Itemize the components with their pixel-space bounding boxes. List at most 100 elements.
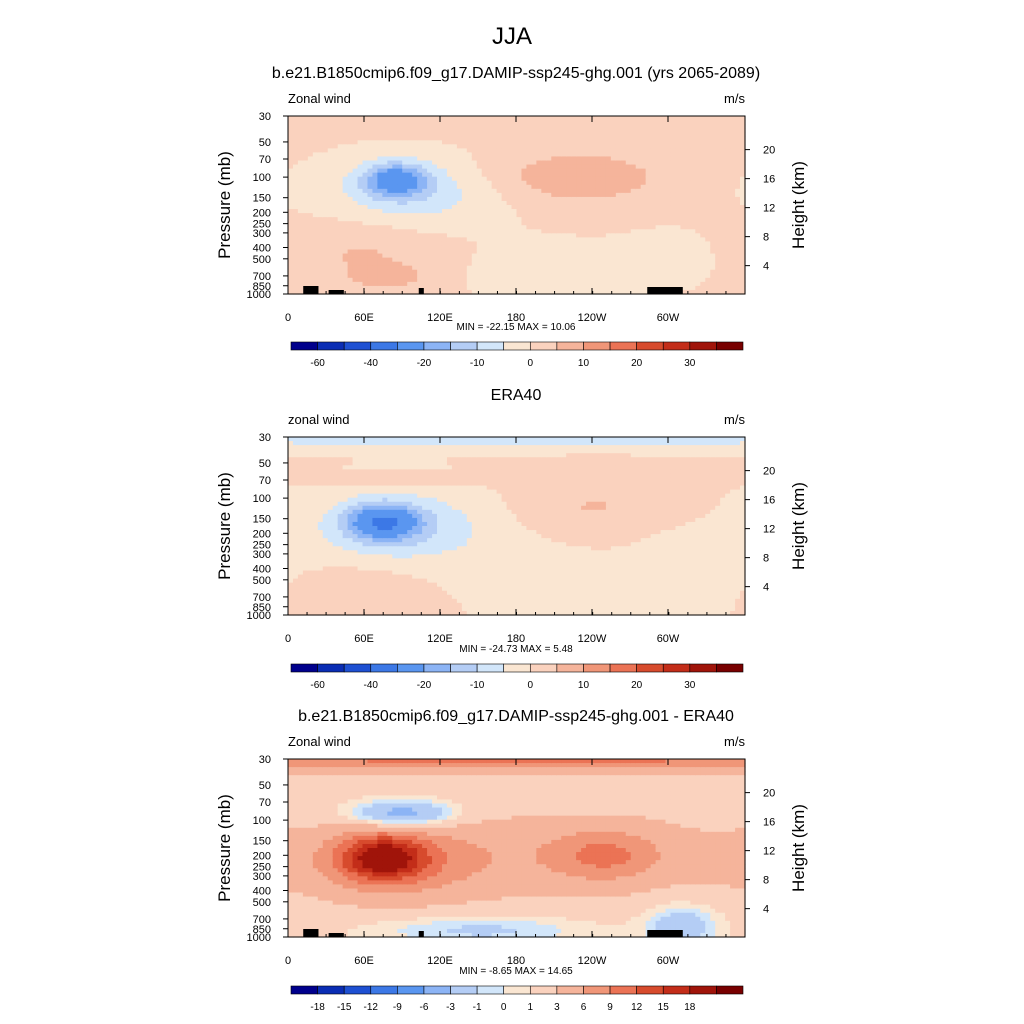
field-cell <box>372 156 379 162</box>
field-cell <box>297 469 304 475</box>
field-cell <box>377 566 383 572</box>
field-cell <box>422 229 428 234</box>
panel-title: b.e21.B1850cmip6.f09_g17.DAMIP-ssp245-gh… <box>272 65 760 82</box>
field-cell <box>332 281 339 287</box>
field-cell <box>595 213 602 218</box>
field-cell <box>451 136 458 141</box>
field-cell <box>392 217 398 222</box>
field-cell <box>387 116 393 121</box>
field-cell <box>660 136 667 141</box>
field-cell <box>347 229 354 234</box>
field-cell <box>660 172 667 178</box>
field-cell <box>288 574 294 580</box>
field-cell <box>680 229 686 234</box>
field-cell <box>625 148 632 154</box>
field-cell <box>660 148 667 154</box>
field-cell <box>670 265 677 271</box>
field-cell <box>735 285 741 291</box>
field-cell <box>715 285 721 291</box>
field-cell <box>576 176 582 182</box>
field-cell <box>695 164 701 170</box>
field-cell <box>675 188 682 194</box>
field-cell <box>680 249 686 255</box>
field-cell <box>695 225 701 230</box>
field-cell <box>342 237 349 243</box>
field-cell <box>571 116 577 121</box>
field-cell <box>322 289 329 295</box>
field-cell <box>446 184 453 190</box>
field-cell <box>372 602 379 608</box>
field-cell <box>392 209 398 214</box>
field-cell <box>591 225 597 230</box>
field-cell <box>387 217 393 222</box>
field-cell <box>327 513 334 519</box>
field-cell <box>655 261 662 267</box>
field-cell <box>605 285 612 291</box>
field-cell <box>367 586 374 592</box>
field-cell <box>695 192 701 198</box>
field-cell <box>536 124 542 129</box>
field-cell <box>451 132 458 137</box>
field-cell <box>536 132 542 137</box>
field-cell <box>635 200 642 206</box>
field-cell <box>312 501 319 507</box>
field-cell <box>501 217 508 222</box>
field-cell <box>635 124 642 129</box>
field-cell <box>372 140 379 145</box>
field-cell <box>536 221 542 226</box>
field-cell <box>735 132 741 137</box>
field-cell <box>680 180 686 186</box>
field-cell <box>720 237 726 243</box>
field-cell <box>357 217 364 222</box>
field-cell <box>322 574 329 580</box>
field-cell <box>352 554 359 559</box>
field-cell <box>650 229 657 234</box>
field-cell <box>451 281 458 287</box>
field-cell <box>372 590 379 596</box>
field-cell <box>680 192 686 198</box>
field-cell <box>307 513 314 519</box>
field-cell <box>292 586 299 592</box>
field-cell <box>407 172 413 178</box>
field-cell <box>337 437 344 442</box>
field-cell <box>441 172 448 178</box>
field-cell <box>397 289 403 295</box>
field-cell <box>610 253 617 259</box>
field-cell <box>387 192 393 198</box>
field-cell <box>725 205 731 210</box>
field-cell <box>292 245 299 251</box>
field-cell <box>640 148 647 154</box>
field-cell <box>307 257 314 263</box>
field-cell <box>451 120 458 125</box>
field-cell <box>571 120 577 125</box>
field-cell <box>571 209 577 214</box>
field-cell <box>422 192 428 198</box>
field-cell <box>675 144 682 149</box>
field-cell <box>665 209 672 214</box>
field-cell <box>620 269 627 275</box>
field-cell <box>312 184 319 190</box>
field-cell <box>288 180 294 186</box>
field-cell <box>456 253 463 259</box>
field-cell <box>292 136 299 141</box>
field-cell <box>551 233 557 238</box>
field-cell <box>322 156 329 162</box>
field-cell <box>690 144 696 149</box>
field-cell <box>297 188 304 194</box>
field-cell <box>362 213 369 218</box>
field-cell <box>312 461 319 466</box>
field-cell <box>372 526 379 531</box>
field-cell <box>501 225 508 230</box>
field-cell <box>615 140 622 145</box>
field-cell <box>695 120 701 125</box>
field-cell <box>337 184 344 190</box>
colorbar-swatch <box>583 341 611 351</box>
field-cell <box>645 164 652 170</box>
field-cell <box>327 481 334 487</box>
field-cell <box>312 144 319 149</box>
field-cell <box>461 200 468 206</box>
field-cell <box>432 225 438 230</box>
field-cell <box>586 273 592 279</box>
field-cell <box>680 128 686 133</box>
field-cell <box>476 241 483 247</box>
